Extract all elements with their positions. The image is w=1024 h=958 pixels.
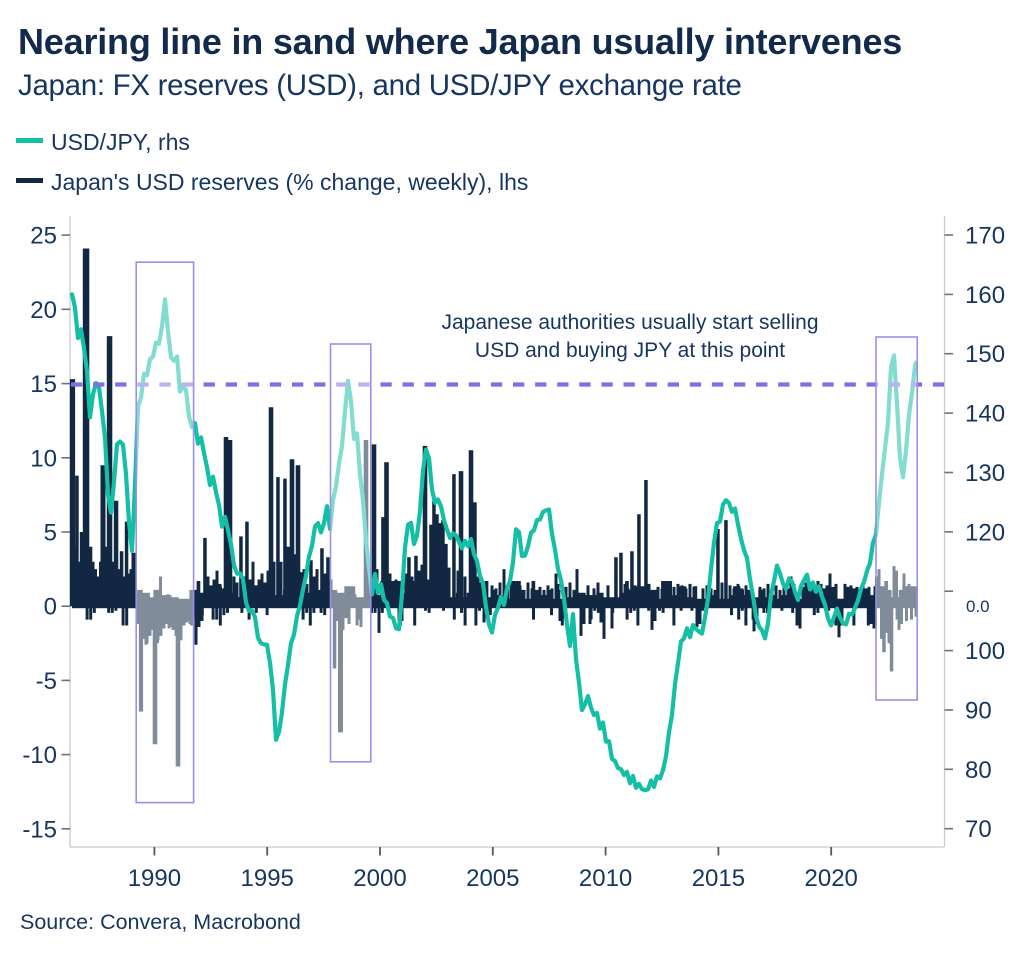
svg-text:2000: 2000 [353, 865, 406, 892]
svg-text:1995: 1995 [241, 865, 294, 892]
svg-text:25: 25 [30, 223, 57, 250]
svg-text:130: 130 [965, 460, 1005, 487]
svg-text:5: 5 [44, 520, 57, 547]
svg-text:15: 15 [30, 371, 57, 398]
svg-text:2015: 2015 [692, 865, 745, 892]
svg-text:150: 150 [965, 341, 1005, 368]
svg-text:100: 100 [965, 638, 1005, 665]
svg-text:140: 140 [965, 401, 1005, 428]
svg-text:20: 20 [30, 297, 57, 324]
svg-text:-15: -15 [22, 816, 57, 843]
svg-text:2005: 2005 [466, 865, 519, 892]
svg-text:2020: 2020 [805, 865, 858, 892]
svg-text:10: 10 [30, 445, 57, 472]
svg-text:0: 0 [44, 594, 57, 621]
svg-text:2010: 2010 [579, 865, 632, 892]
svg-text:-10: -10 [22, 742, 57, 769]
svg-text:0.0: 0.0 [966, 597, 990, 616]
svg-text:70: 70 [965, 816, 992, 843]
svg-text:1990: 1990 [128, 865, 181, 892]
svg-text:80: 80 [965, 757, 992, 784]
svg-text:Japanese authorities usually s: Japanese authorities usually start selli… [441, 311, 818, 334]
svg-text:160: 160 [965, 282, 1005, 309]
svg-text:90: 90 [965, 698, 992, 725]
svg-text:170: 170 [965, 223, 1005, 250]
svg-text:120: 120 [965, 519, 1005, 546]
svg-text:-5: -5 [36, 668, 57, 695]
svg-text:USD and buying JPY at this poi: USD and buying JPY at this point [475, 339, 785, 362]
